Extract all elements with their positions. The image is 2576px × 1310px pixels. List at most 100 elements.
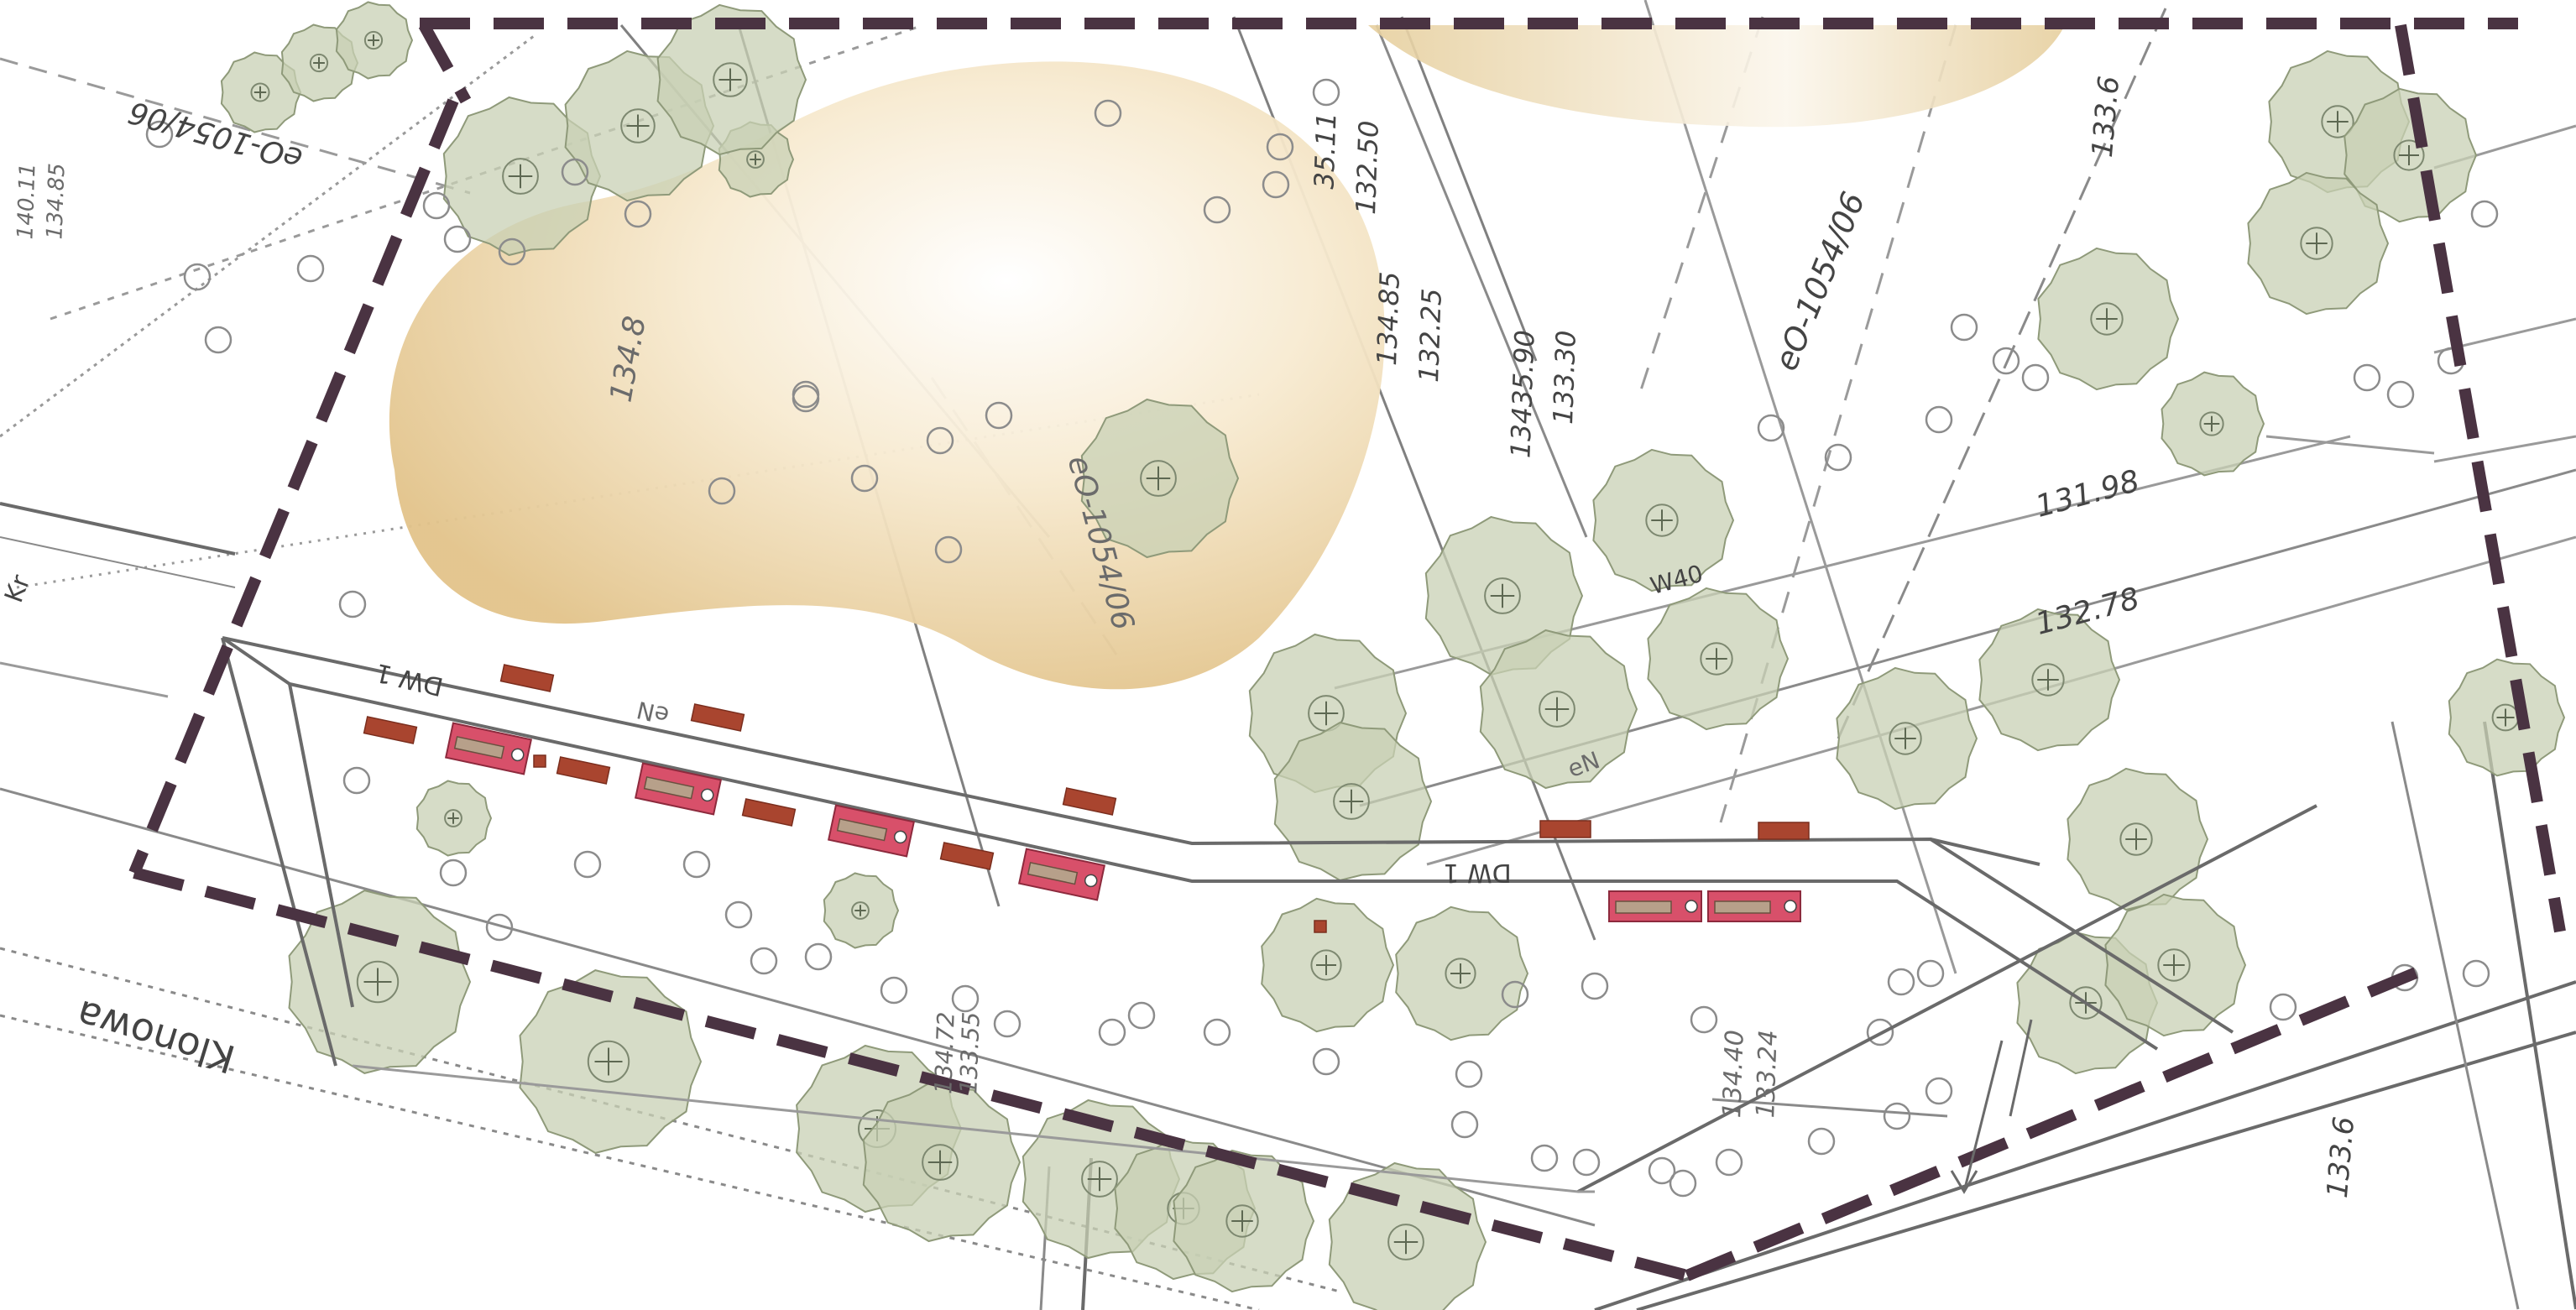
elevation-top-right: 133.6 (2086, 75, 2126, 159)
shrub-icon (498, 237, 526, 266)
shrub-icon (1501, 980, 1529, 1009)
tree-canopy-icon (220, 51, 302, 133)
hedge-brick-icon (533, 754, 546, 768)
shrub-icon (2353, 363, 2381, 392)
shrub-icon (792, 384, 820, 413)
shrub-icon (2462, 959, 2490, 988)
shrub-icon (951, 984, 980, 1013)
shrub-icon (1690, 1005, 1718, 1034)
bench-icon (444, 722, 533, 775)
shrub-icon (1883, 1102, 1911, 1130)
tree-canopy-icon (1479, 629, 1638, 790)
shrub-icon (204, 326, 233, 354)
tree-canopy-icon (519, 969, 703, 1154)
shrub-icon (1648, 1156, 1676, 1185)
tree-canopy-icon (1261, 897, 1395, 1033)
shrub-icon (443, 225, 472, 253)
tree-canopy-icon (335, 1, 414, 80)
shrub-icon (1572, 1148, 1601, 1177)
elevation-left-b: 134.85 (42, 163, 70, 240)
shrub-icon (1916, 959, 1945, 988)
path-label-2: DW 1 (1443, 858, 1511, 887)
tree-canopy-icon (2343, 87, 2478, 223)
shrub-icon (1203, 196, 1231, 224)
shrub-icon (145, 120, 174, 149)
hedge-brick-icon (363, 716, 418, 744)
shrub-icon (682, 850, 711, 879)
shrub-icon (926, 426, 954, 455)
shrub-icon (296, 254, 325, 283)
sand-area-top (1368, 25, 2065, 128)
shrub-icon (485, 913, 514, 942)
elevation-pair-1b: 132.50 (1350, 120, 1385, 215)
elevation-pair-3b: 133.30 (1547, 330, 1582, 425)
shrub-icon (1312, 78, 1340, 107)
shrub-icon (1925, 1077, 1953, 1105)
tree-canopy-icon (442, 96, 602, 257)
shrub-icon (993, 1010, 1022, 1038)
elevation-pair-5a: 134.72 (929, 1011, 959, 1094)
tree-canopy-icon (1978, 608, 2121, 752)
shrub-icon (2470, 200, 2499, 228)
bench-icon (1608, 890, 1702, 922)
elevation-pair-2b: 132.25 (1413, 288, 1448, 383)
tree-canopy-icon (2161, 371, 2265, 477)
shrub-icon (338, 590, 367, 618)
shrub-icon (2269, 993, 2297, 1021)
tree-canopy-icon (1592, 448, 1735, 592)
shrub-icon (342, 766, 371, 795)
elevation-pair-4b: 133.24 (1751, 1030, 1784, 1119)
hedge-brick-icon (556, 756, 611, 785)
hedge-brick-icon (499, 664, 555, 692)
shrub-icon (1669, 1169, 1697, 1198)
elevation-pair-3a: 13435.90 (1504, 330, 1540, 459)
shrub-icon (1312, 1047, 1340, 1076)
shrub-icon (1715, 1148, 1743, 1177)
bench-icon (827, 804, 916, 858)
hedge-brick-icon (690, 703, 745, 732)
footpath-dw1 (221, 636, 2317, 1193)
tree-canopy-icon (823, 872, 900, 949)
shrub-icon (1455, 1060, 1483, 1088)
bench-icon (1707, 890, 1801, 922)
shrub-icon (439, 859, 468, 887)
trees-layer (220, 1, 2566, 1310)
shrub-icon (724, 900, 753, 929)
shrub-icon (750, 947, 778, 975)
tree-canopy-icon (415, 780, 493, 857)
elevation-pair-2a: 134.85 (1371, 271, 1406, 366)
arrow-markers (1950, 1019, 2033, 1194)
elevation-pair-1a: 35.11 (1308, 112, 1342, 190)
hedge-brick-icon (1314, 920, 1327, 933)
benches (444, 722, 1801, 922)
plot-boundary (128, 18, 2566, 1281)
hedge-brick-icon (1062, 787, 1117, 816)
bench-icon (1017, 848, 1106, 901)
shrub-icon (1127, 1001, 1156, 1030)
shrub-icon (2021, 363, 2050, 392)
tree-canopy-icon (2247, 171, 2390, 316)
hedge-segments (363, 664, 1810, 933)
shrub-icon (1887, 968, 1915, 996)
shrub-icon (934, 535, 963, 564)
shrub-icon (804, 942, 833, 971)
shrub-icon (1581, 972, 1609, 1000)
tree-canopy-icon (1647, 587, 1790, 731)
tree-canopy-icon (1080, 398, 1240, 559)
shrub-icon (708, 477, 736, 505)
shrub-icon (1824, 443, 1852, 472)
shrub-icon (1098, 1018, 1126, 1046)
shrubs-layer (145, 78, 2499, 1198)
shrub-icon (1094, 99, 1122, 128)
shrub-icon (850, 464, 879, 493)
tree-canopy-icon (1395, 906, 1529, 1041)
elevation-pair-4a: 134.40 (1717, 1030, 1750, 1119)
elevation-bottom-right: 133.6 (2321, 1115, 2361, 1199)
elevation-left-a: 140.11 (13, 163, 40, 240)
shrub-icon (1262, 170, 1290, 199)
shrub-icon (1992, 347, 2020, 375)
shrub-icon (1757, 414, 1785, 442)
tree-canopy-icon (1836, 666, 1978, 811)
shrub-icon (573, 850, 602, 879)
